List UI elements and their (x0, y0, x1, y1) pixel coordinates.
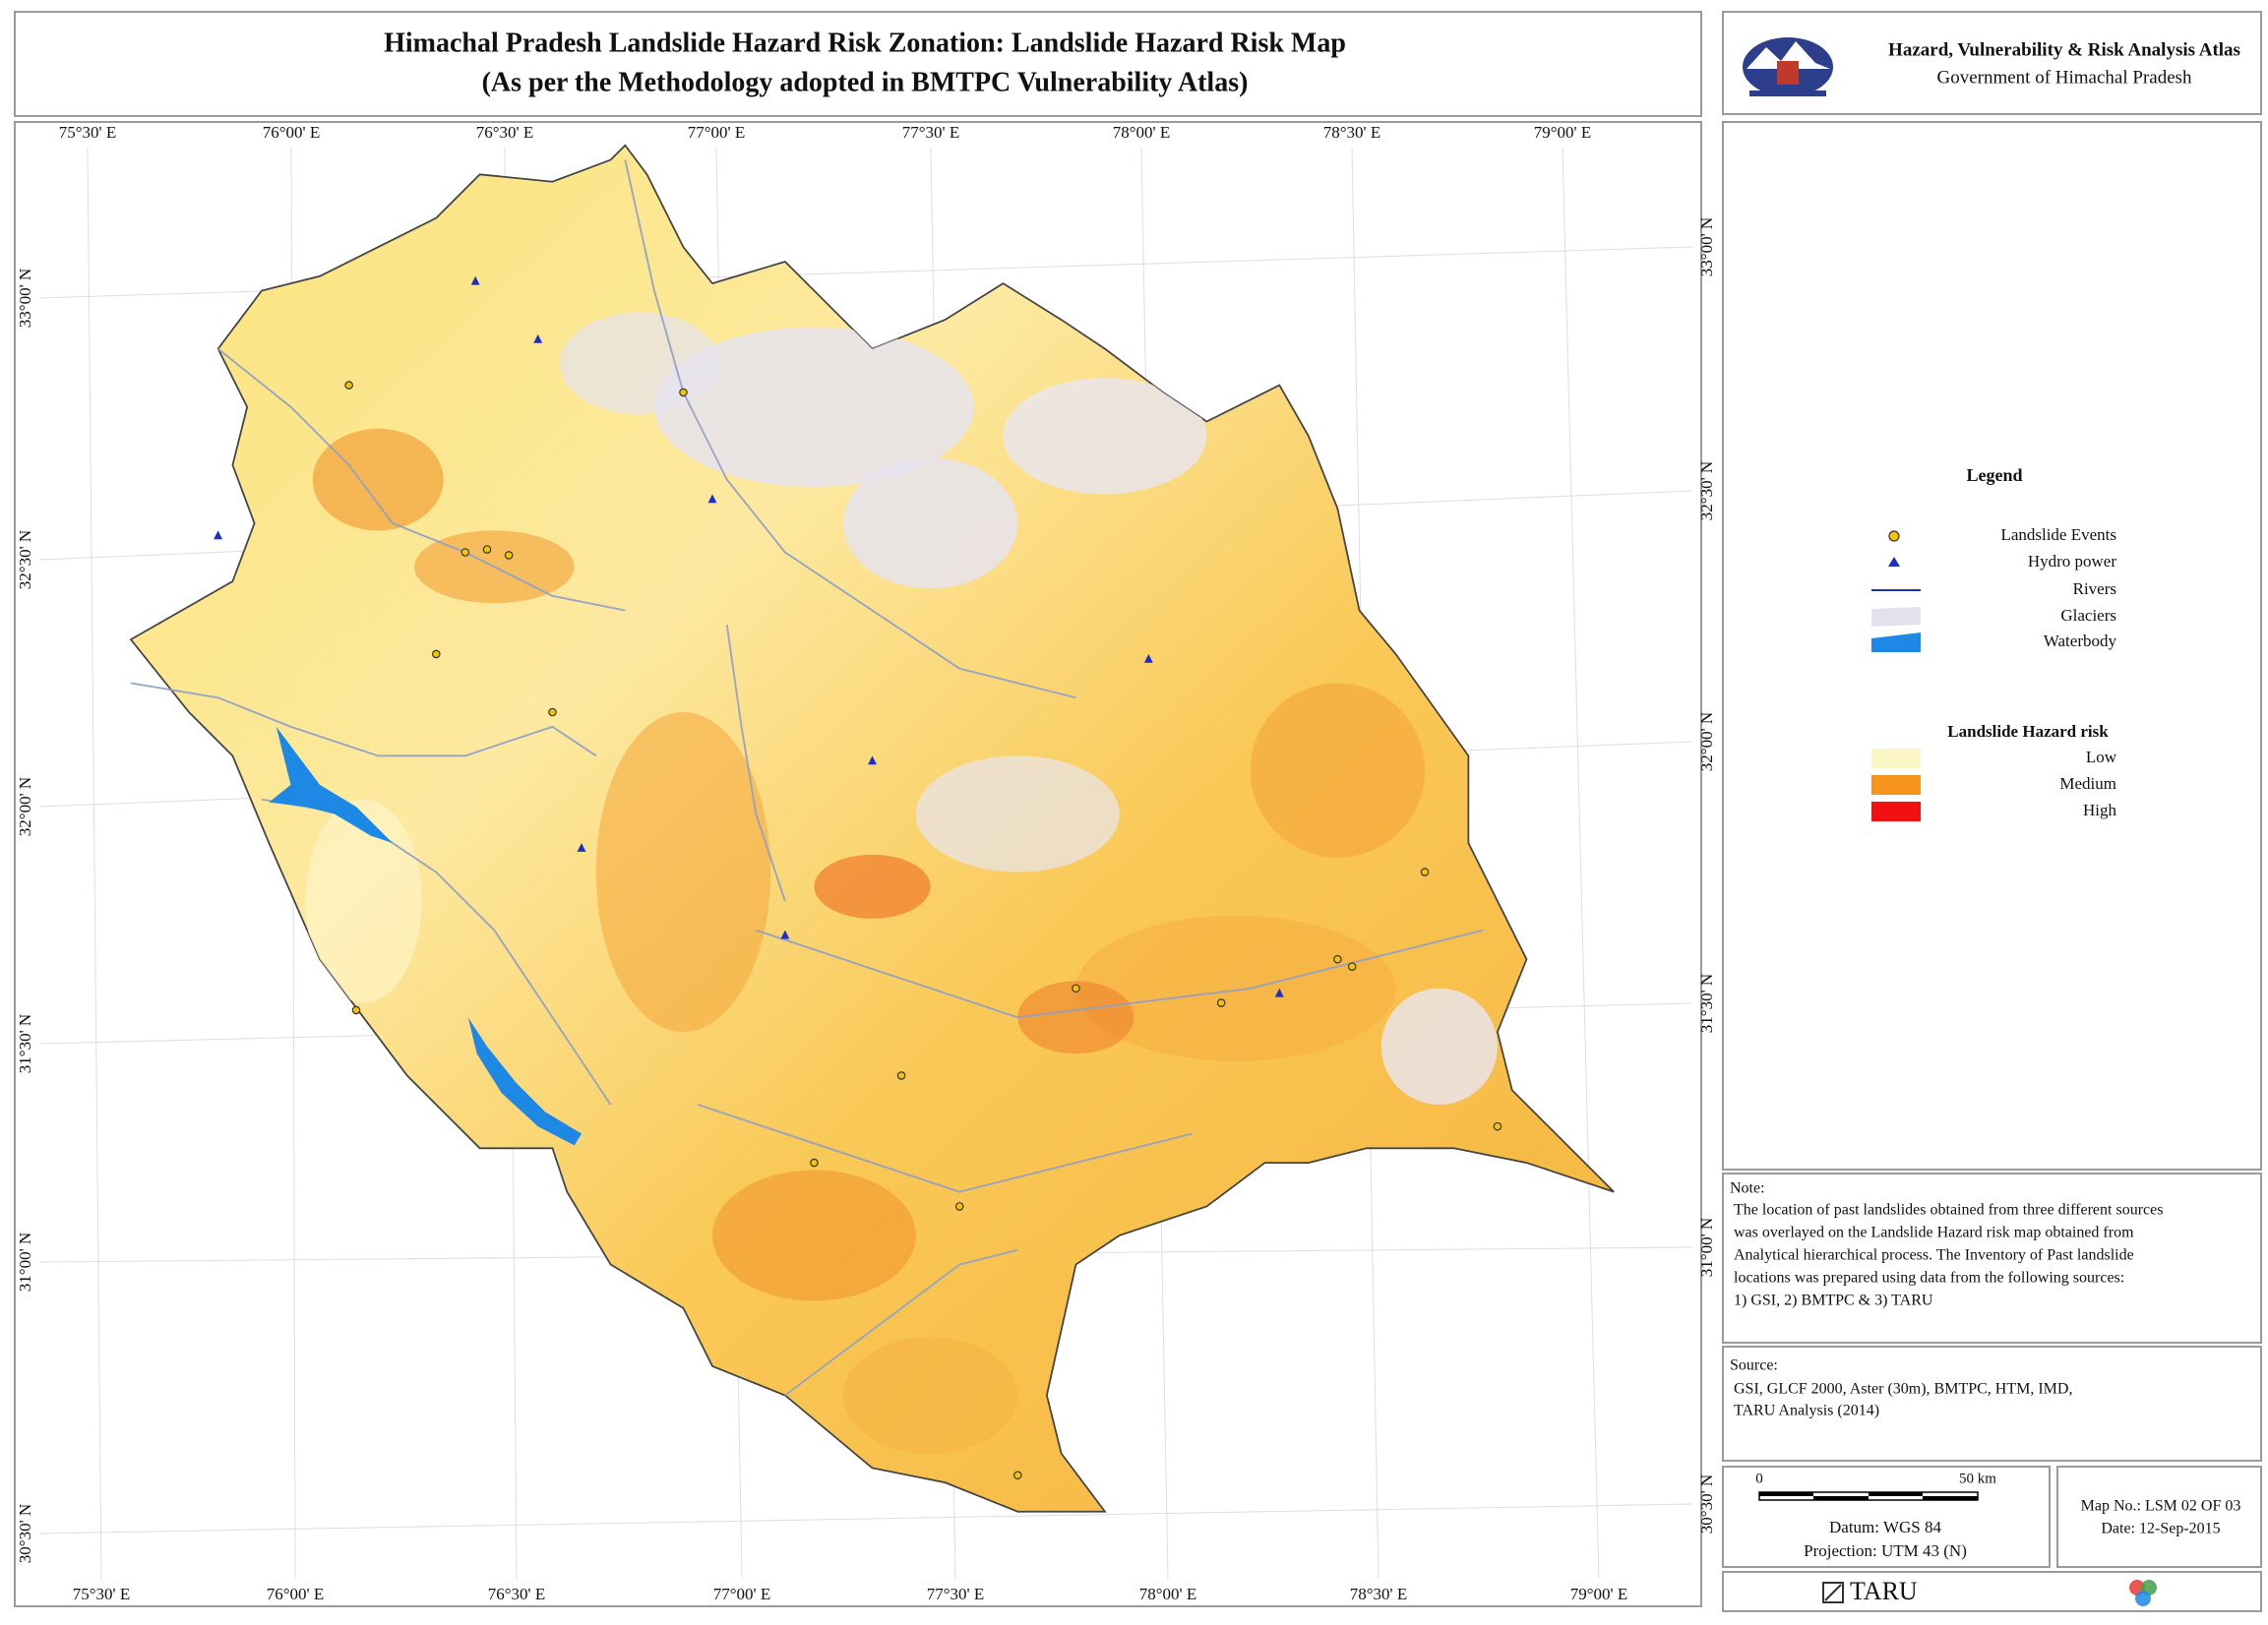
legend-title: Legend (1966, 465, 2022, 485)
parallel (38, 1503, 1693, 1535)
scale-start: 0 (1755, 1471, 1763, 1486)
taru-text: TARU (1850, 1577, 1918, 1605)
hazard-label: Low (2086, 748, 2117, 766)
note-line: The location of past landslides obtained… (1734, 1202, 2163, 1219)
latitude-label-left: 33°00' N (16, 269, 34, 328)
map-title: Himachal Pradesh Landslide Hazard Risk Z… (384, 28, 1346, 58)
title-frame (14, 11, 1702, 117)
longitude-label-bottom: 75°30' E (73, 1585, 131, 1603)
legend: Legend Landslide Hazard risk Landslide E… (1871, 465, 2117, 821)
hazard-label: Medium (2059, 774, 2116, 793)
longitude-label-bottom: 78°00' E (1139, 1585, 1197, 1603)
emblem (1743, 37, 1833, 96)
latitude-label-right: 31°00' N (1697, 1218, 1716, 1277)
legend-symbol-hydro (1888, 557, 1900, 567)
source-heading: Source: (1730, 1357, 1778, 1374)
longitude-label-top: 77°00' E (688, 123, 746, 142)
map-date: Date: 12-Sep-2015 (2101, 1521, 2220, 1537)
legend-symbol-glacier (1871, 607, 1921, 627)
projection: Projection: UTM 43 (N) (1804, 1541, 1967, 1560)
longitude-label-top: 76°30' E (476, 123, 534, 142)
latitude-label-left: 32°00' N (16, 777, 34, 836)
longitude-label-top: 78°30' E (1323, 123, 1381, 142)
legend-label: Glaciers (2060, 606, 2116, 625)
latitude-label-left: 31°30' N (16, 1014, 34, 1073)
legend-label: Waterbody (2044, 632, 2117, 650)
meridian (87, 147, 102, 1580)
longitude-label-top: 79°00' E (1534, 123, 1592, 142)
map-number-frame (2056, 1466, 2262, 1568)
source-frame (1722, 1346, 2262, 1462)
scale-end: 50 km (1959, 1471, 1996, 1486)
hazard-legend-title: Landslide Hazard risk (1947, 722, 2109, 741)
longitude-label-top: 76°00' E (263, 123, 321, 142)
latitude-label-right: 31°30' N (1697, 974, 1716, 1033)
latitude-label-left: 30°30' N (16, 1504, 34, 1563)
note-frame (1722, 1173, 2262, 1344)
graticule: 75°30' E 75°30' E 76°00' E 76°00' E 76°30' E… (16, 123, 1716, 1603)
government-name: Government of Himachal Pradesh (1936, 67, 2192, 88)
latitude-label-right: 30°30' N (1697, 1475, 1716, 1534)
hazard-swatch (1871, 802, 1921, 821)
legend-label: Rivers (2073, 579, 2116, 598)
scale-bar (1758, 1491, 1979, 1501)
source-line: GSI, GLCF 2000, Aster (30m), BMTPC, HTM,… (1734, 1381, 2072, 1398)
latitude-label-left: 32°30' N (16, 530, 34, 589)
note-line: was overlayed on the Landslide Hazard ri… (1734, 1225, 2134, 1241)
atlas-name: Hazard, Vulnerability & Risk Analysis At… (1888, 39, 2240, 60)
latitude-label-right: 32°30' N (1697, 461, 1716, 520)
color-logo (2129, 1580, 2157, 1606)
taru-logo: TARU (1822, 1577, 1918, 1605)
hazard-swatch (1871, 749, 1921, 768)
source-line: TARU Analysis (2014) (1734, 1403, 1879, 1419)
map-number: Map No.: LSM 02 OF 03 (2081, 1498, 2241, 1515)
meridian (1562, 147, 1600, 1580)
longitude-label-top: 78°00' E (1113, 123, 1171, 142)
source: Source: GSI, GLCF 2000, Aster (30m), BMT… (1730, 1357, 2072, 1419)
note-line: Analytical hierarchical process. The Inv… (1734, 1247, 2134, 1264)
latitude-label-right: 32°00' N (1697, 712, 1716, 771)
legend-frame (1722, 121, 2262, 1171)
note-line: 1) GSI, 2) BMTPC & 3) TARU (1734, 1293, 1933, 1309)
hazard-swatch (1871, 775, 1921, 795)
longitude-label-bottom: 77°00' E (713, 1585, 771, 1603)
datum: Datum: WGS 84 (1829, 1518, 1941, 1536)
longitude-label-bottom: 78°30' E (1350, 1585, 1408, 1603)
note: Note: The location of past landslides ob… (1730, 1180, 2163, 1309)
longitude-label-bottom: 76°00' E (267, 1585, 325, 1603)
longitude-label-top: 77°30' E (902, 123, 960, 142)
legend-symbol-waterbody (1871, 632, 1921, 652)
header-frame (1722, 11, 2262, 115)
landslide-events (344, 381, 1502, 1480)
legend-label: Hydro power (2028, 552, 2117, 571)
map-subtitle: (As per the Methodology adopted in BMTPC… (482, 67, 1249, 97)
map-frame (14, 121, 1702, 1607)
latitude-label-right: 33°00' N (1697, 217, 1716, 276)
longitude-label-bottom: 77°30' E (927, 1585, 985, 1603)
hazard-label: High (2083, 801, 2117, 819)
state-map (130, 144, 1616, 1513)
longitude-label-top: 75°30' E (59, 123, 117, 142)
longitude-label-bottom: 79°00' E (1570, 1585, 1628, 1603)
scale-frame (1722, 1466, 2051, 1568)
legend-label: Landslide Events (2000, 525, 2116, 544)
longitude-label-bottom: 76°30' E (488, 1585, 546, 1603)
note-heading: Note: (1730, 1180, 1765, 1197)
logo-frame (1722, 1571, 2262, 1612)
hazard-surface (305, 312, 1498, 1454)
hydro-power (214, 275, 1284, 997)
note-line: locations was prepared using data from t… (1734, 1270, 2124, 1287)
latitude-label-left: 31°00' N (16, 1233, 34, 1292)
legend-symbol-landslide (1888, 530, 1900, 542)
waterbody (269, 726, 582, 1146)
